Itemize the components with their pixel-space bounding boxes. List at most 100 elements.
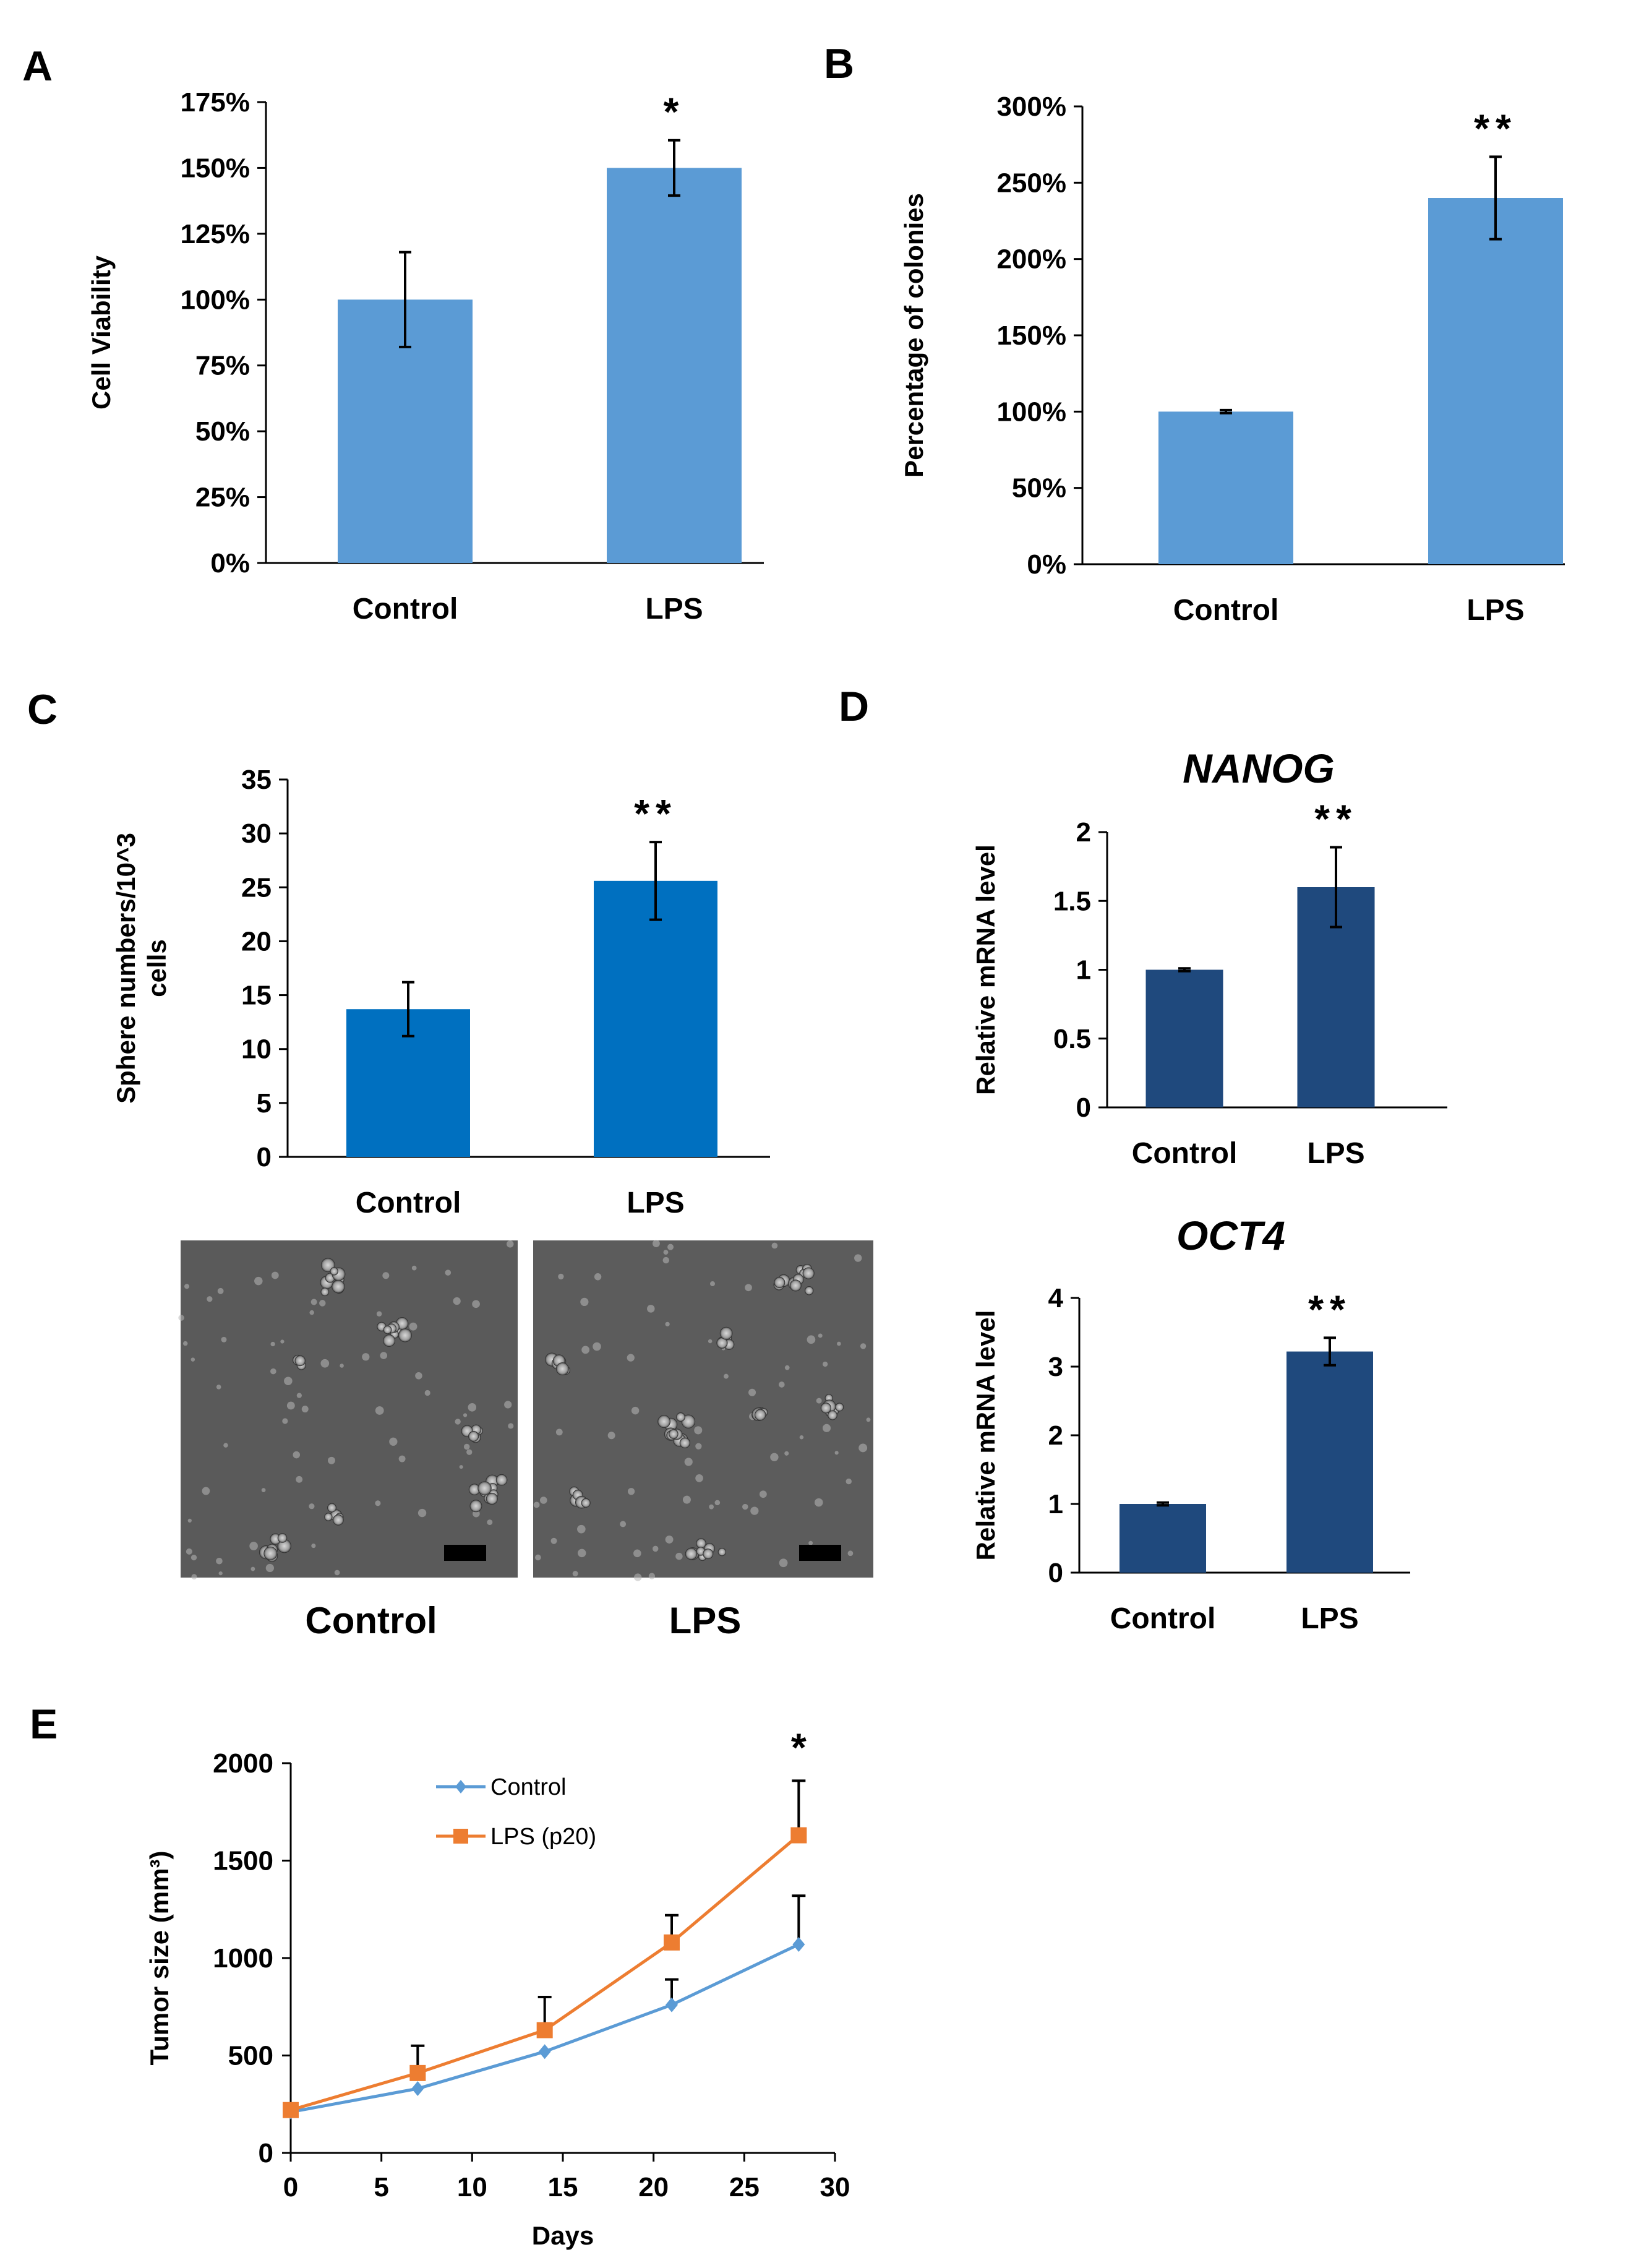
bar-lps	[594, 880, 717, 1157]
error-bar-control	[1220, 408, 1232, 415]
y-axis-label: Percentage of colonies	[899, 193, 928, 478]
y-tick-label: 0	[257, 1142, 272, 1172]
y-tick-label: 100%	[996, 397, 1066, 427]
significance-marker: **	[634, 791, 677, 836]
scale-bar-lps	[799, 1545, 841, 1561]
y-tick-label: 0	[259, 2138, 273, 2168]
y-tick-label: 4	[1048, 1283, 1064, 1313]
significance-marker: *	[664, 90, 685, 134]
y-tick-label: 250%	[996, 168, 1066, 198]
y-tick-label: 1000	[213, 1943, 273, 1974]
legend-label: LPS (p20)	[490, 1824, 596, 1850]
micrograph-label-control: Control	[305, 1600, 437, 1641]
category-label-lps: LPS	[627, 1187, 684, 1219]
chart-a-cell-viability: 0% 25% 50% 75% 100% 125% 150% 175% Cell Viabilit…	[87, 87, 764, 625]
bar-lps	[607, 168, 742, 563]
bar-control	[1145, 969, 1223, 1107]
y-tick-label: 500	[228, 2041, 273, 2071]
data-point	[792, 1936, 805, 1952]
micrograph-lps	[533, 1240, 873, 1581]
chart-e-tumor-growth: 0 500 1000 1500 2000 0 5 10 15 20 25 30 Days Tumor si…	[145, 1725, 850, 2250]
y-tick-label: 175%	[180, 87, 250, 118]
y-tick-label: 75%	[195, 351, 250, 381]
error-bar-control	[1178, 967, 1191, 973]
data-point	[664, 1934, 680, 1951]
chart-d-oct4: 0 1 2 3 4 Relative mRNA level Control ** LPS OCT4	[971, 1213, 1410, 1635]
error-bar-lps	[1489, 155, 1502, 241]
category-label-lps: LPS	[645, 593, 703, 625]
chart-title: NANOG	[1183, 745, 1335, 791]
y-tick-label: 10	[241, 1034, 272, 1065]
category-label-lps: LPS	[1301, 1602, 1358, 1635]
x-tick-label: 20	[638, 2172, 669, 2202]
y-axis-label: Cell Viability	[87, 255, 116, 410]
error-bar-control	[402, 981, 414, 1037]
category-label-control: Control	[353, 593, 458, 625]
y-tick-label: 3	[1048, 1352, 1063, 1382]
error-bar-control	[1157, 1501, 1169, 1507]
bar-control	[1158, 411, 1293, 564]
x-tick-label: 30	[820, 2172, 850, 2202]
y-tick-label: 50%	[195, 416, 250, 447]
x-tick-label: 15	[548, 2172, 578, 2202]
chart-title: OCT4	[1176, 1213, 1285, 1258]
y-tick-label: 1500	[213, 1846, 273, 1876]
series-line-lps	[290, 1834, 800, 2112]
y-tick-label: 1.5	[1053, 886, 1091, 916]
y-axis-label: Relative mRNA level	[971, 1310, 1000, 1561]
y-tick-label: 50%	[1012, 473, 1066, 504]
chart-c-spheres: 0 5 10 15 20 25 30 35 Sphere numbers/10^3 cells Co…	[111, 765, 770, 1219]
error-bar-lps	[668, 139, 680, 197]
panel-letter-a: A	[22, 43, 53, 90]
y-tick-label: 150%	[180, 153, 250, 183]
y-tick-label: 125%	[180, 219, 250, 249]
y-tick-label: 35	[241, 765, 272, 795]
y-tick-label: 200%	[996, 244, 1066, 275]
category-label-control: Control	[1132, 1137, 1238, 1170]
significance-marker: **	[1314, 796, 1358, 841]
y-axis-label: Tumor size (mm³)	[145, 1851, 174, 2066]
x-tick-label: 5	[374, 2172, 388, 2202]
micrograph-control	[178, 1240, 518, 1580]
bar-lps	[1287, 1351, 1373, 1573]
scale-bar-control	[444, 1545, 486, 1561]
data-point	[411, 2081, 424, 2097]
chart-d-nanog: 0 0.5 1 1.5 2 Relative mRNA level Control ** LPS…	[971, 745, 1447, 1170]
y-tick-label: 0	[1048, 1558, 1063, 1588]
panel-letter-b: B	[824, 40, 854, 87]
y-tick-label: 15	[241, 981, 272, 1011]
data-point	[283, 2102, 299, 2118]
bar-control	[1120, 1504, 1206, 1573]
legend-swatch-marker	[455, 1780, 466, 1793]
y-tick-label: 2	[1076, 817, 1091, 848]
category-label-control: Control	[1173, 594, 1279, 627]
x-axis-label: Days	[532, 2221, 594, 2250]
y-tick-label: 20	[241, 926, 272, 956]
data-point	[538, 2044, 551, 2060]
legend: Control LPS (p20)	[436, 1774, 596, 1850]
legend-swatch-marker	[453, 1829, 468, 1844]
y-tick-label: 0.5	[1053, 1024, 1091, 1054]
data-point	[536, 2022, 553, 2038]
category-label-lps: LPS	[1466, 594, 1524, 627]
y-tick-label: 150%	[996, 320, 1066, 351]
micrograph-label-lps: LPS	[669, 1600, 742, 1641]
y-axis-label: cells	[142, 939, 171, 997]
x-tick-label: 10	[457, 2172, 487, 2202]
category-label-lps: LPS	[1307, 1137, 1364, 1170]
y-tick-label: 25	[241, 872, 272, 903]
panel-letter-e: E	[30, 1701, 58, 1748]
y-tick-label: 5	[257, 1088, 272, 1119]
category-label-control: Control	[1110, 1602, 1216, 1635]
error-bar-lps	[1324, 1336, 1336, 1367]
y-tick-label: 1	[1048, 1489, 1063, 1519]
y-axis-label: Relative mRNA level	[971, 844, 1000, 1095]
category-label-control: Control	[356, 1187, 461, 1219]
panel-letter-d: D	[839, 683, 869, 730]
error-bar-lps	[1330, 846, 1342, 929]
bar-lps	[1428, 198, 1563, 564]
y-tick-label: 300%	[996, 92, 1066, 122]
data-point	[790, 1827, 807, 1844]
y-tick-label: 2	[1048, 1420, 1063, 1451]
